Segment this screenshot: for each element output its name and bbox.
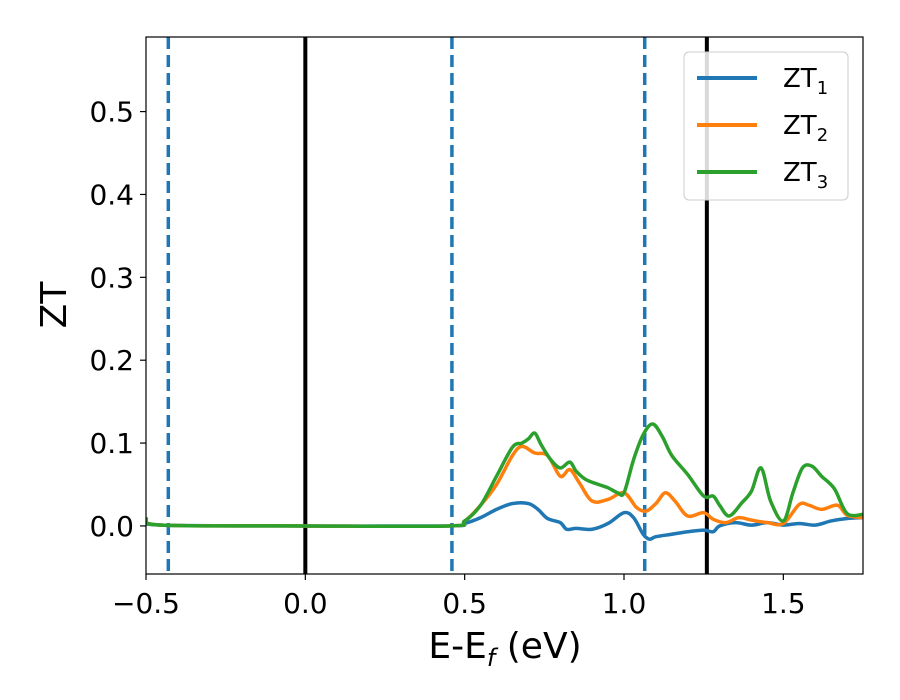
x-tick-label: 1.5 [761,587,806,620]
plot-frame [145,36,864,575]
legend-label-zt1-subscript: 1 [817,78,828,99]
x-axis-label: E-Ef (eV) [428,626,581,672]
y-axis-label: ZT [34,281,75,329]
legend-label-zt3: ZT3 [783,158,828,193]
x-tick-label: 0.0 [283,587,328,620]
x-tick-label: 1.0 [602,587,647,620]
x-axis-ticks: −0.5 0.0 0.5 1.0 1.5 [112,574,806,620]
legend-box [683,51,849,201]
legend: ZT1 ZT2 ZT3 [683,51,849,201]
legend-label-zt1: ZT1 [783,64,828,99]
y-tick-label: 0.5 [89,96,134,129]
y-tick-label: 0.0 [89,510,134,543]
x-tick-label: −0.5 [112,587,180,620]
x-tick-label: 0.5 [442,587,487,620]
legend-label-zt2: ZT2 [783,111,828,146]
series-lines [146,422,863,541]
legend-label-zt3-subscript: 3 [817,172,828,193]
y-tick-label: 0.4 [89,178,134,211]
y-tick-label: 0.3 [89,261,134,294]
x-axis-label-unit: (eV) [495,626,581,667]
y-axis-ticks: 0.0 0.1 0.2 0.3 0.4 0.5 [89,96,146,543]
legend-label-zt2-subscript: 2 [817,125,828,146]
y-tick-label: 0.2 [89,344,134,377]
y-tick-label: 0.1 [89,427,134,460]
series-line-zt3 [146,422,863,529]
